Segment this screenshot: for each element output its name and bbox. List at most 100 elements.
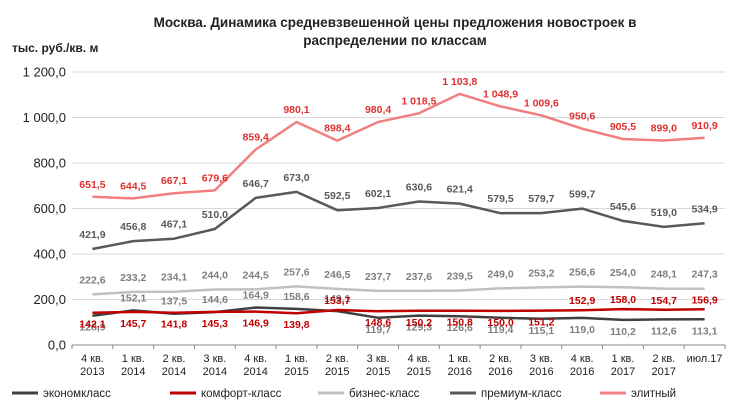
legend-label: премиум-класс	[481, 388, 562, 400]
series-line-4	[92, 92, 705, 200]
data-label: 1 018,5	[401, 95, 436, 107]
data-label: 222,6	[79, 274, 105, 286]
data-label: 244,0	[202, 269, 228, 281]
x-tick-label: 2 кв.	[326, 353, 349, 365]
x-tick-label: 1 кв.	[285, 353, 308, 365]
data-label: 899,0	[651, 122, 677, 134]
data-label: 667,1	[161, 175, 187, 187]
x-tick-label: 4 кв.	[407, 353, 430, 365]
x-tick-label: 2016	[488, 366, 512, 378]
x-tick-label: 2014	[121, 366, 145, 378]
y-tick-label: 1 000,0	[23, 110, 66, 125]
axes: 0,0 200,0 400,0 600,0 800,0 1 000,0 1 200,0 4 к…	[23, 65, 726, 378]
x-tick-label: 2015	[325, 366, 349, 378]
data-label: 859,4	[243, 131, 269, 143]
data-label: 139,8	[283, 319, 309, 331]
data-label: 246,5	[324, 269, 350, 281]
data-label: 115,1	[528, 325, 554, 337]
x-tick-label: 4 кв.	[81, 353, 104, 365]
data-label: 467,1	[161, 219, 187, 231]
x-tick-label: 3 кв.	[203, 353, 226, 365]
data-label: 128,9	[79, 322, 105, 334]
data-label: 980,4	[365, 104, 391, 116]
data-label: 129,3	[406, 322, 432, 334]
data-label: 234,1	[161, 272, 187, 284]
data-label: 146,9	[243, 318, 269, 330]
x-tick-label: 2017	[652, 366, 676, 378]
legend-label: комфорт-класс	[201, 388, 282, 400]
data-label: 112,6	[651, 325, 677, 337]
data-label: 456,8	[120, 221, 146, 233]
data-label: 119,0	[569, 324, 595, 336]
x-tick-label: 2017	[611, 366, 635, 378]
data-label: 233,2	[120, 272, 146, 284]
x-tick-label: 2 кв.	[489, 353, 512, 365]
data-label: 148,6	[365, 317, 391, 329]
series-line-3	[92, 190, 705, 251]
x-tick-label: 4 кв.	[571, 353, 594, 365]
data-label: 244,5	[243, 269, 269, 281]
data-label: 110,2	[610, 326, 636, 338]
x-tick-label: 2013	[80, 366, 104, 378]
data-label: 151,2	[528, 317, 554, 329]
y-tick-label: 200,0	[33, 292, 66, 307]
data-label: 152,9	[569, 295, 595, 307]
y-tick-label: 1 200,0	[23, 65, 66, 80]
data-label: 119,7	[365, 324, 391, 336]
x-tick-label: 1 кв.	[448, 353, 471, 365]
data-labels: 128,9 152,1 137,5 144,6 164,9 158,6 149,1 119,7…	[79, 76, 718, 338]
series-line-1	[92, 307, 705, 315]
data-label: 239,5	[447, 271, 473, 283]
x-tick-label: 2 кв.	[652, 353, 675, 365]
data-label: 950,6	[569, 111, 595, 123]
x-tick-label: 1 кв.	[612, 353, 635, 365]
chart-title-line-1: Москва. Динамика средневзвешенной цены п…	[154, 15, 637, 30]
data-label: 253,2	[528, 267, 554, 279]
data-label: 905,5	[610, 121, 636, 133]
x-tick-label: 3 кв.	[530, 353, 553, 365]
data-label: 910,9	[691, 120, 717, 132]
x-tick-label: 2014	[203, 366, 227, 378]
data-label: 1 009,6	[524, 97, 559, 109]
y-tick-label: 800,0	[33, 156, 66, 171]
data-label: 149,1	[324, 293, 350, 305]
x-tick-label: июл.17	[687, 353, 723, 365]
data-label: 142,1	[79, 319, 105, 331]
legend-label: экономкласс	[43, 388, 111, 400]
x-tick-label: 2015	[284, 366, 308, 378]
data-label: 510,0	[202, 209, 228, 221]
legend-label: бизнес-класс	[349, 388, 420, 400]
y-axis-unit-label: тыс. руб./кв. м	[12, 41, 98, 55]
data-label: 164,9	[243, 289, 269, 301]
x-tick-label: 2 кв.	[163, 353, 186, 365]
x-tick-label: 3 кв.	[367, 353, 390, 365]
data-label: 126,6	[447, 322, 473, 334]
data-label: 156,9	[691, 294, 717, 306]
data-label: 599,7	[569, 189, 595, 201]
data-label: 249,0	[487, 268, 513, 280]
data-label: 137,5	[161, 296, 187, 308]
legend: экономкласс комфорт-класс бизнес-класс прем…	[12, 388, 676, 400]
data-label: 113,1	[692, 325, 718, 337]
data-label: 119,4	[488, 324, 514, 336]
series-lines	[92, 92, 705, 322]
data-label: 153,7	[324, 295, 350, 307]
data-label: 592,5	[324, 190, 350, 202]
data-label: 158,6	[283, 291, 309, 303]
data-label: 602,1	[365, 188, 391, 200]
data-label: 237,6	[406, 271, 432, 283]
data-label: 150,2	[406, 317, 432, 329]
y-tick-label: 600,0	[33, 201, 66, 216]
x-tick-label: 2015	[366, 366, 390, 378]
data-label: 679,6	[202, 172, 228, 184]
data-label: 534,9	[691, 203, 717, 215]
data-label: 898,4	[324, 123, 350, 135]
data-label: 257,6	[283, 266, 309, 278]
x-tick-label: 2014	[243, 366, 267, 378]
x-tick-label: 1 кв.	[122, 353, 145, 365]
data-label: 1 048,9	[483, 88, 518, 100]
x-tick-label: 2016	[447, 366, 471, 378]
data-label: 621,4	[447, 184, 473, 196]
data-label: 150,0	[487, 317, 513, 329]
x-tick-label: 2014	[162, 366, 186, 378]
